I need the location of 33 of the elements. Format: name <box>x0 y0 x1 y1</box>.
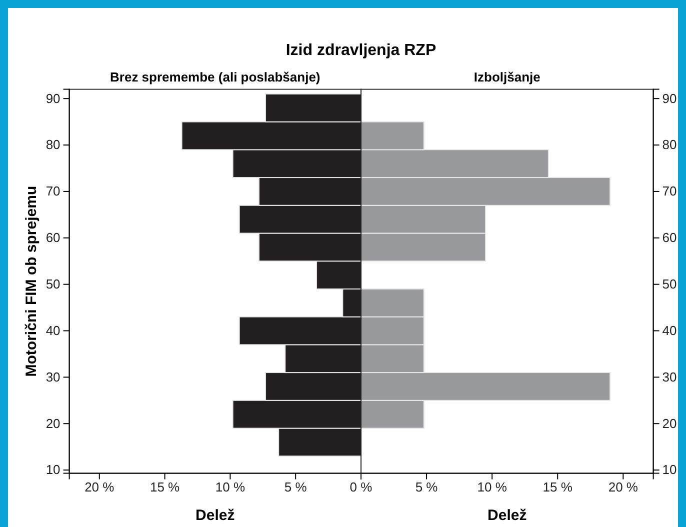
chart-subtitle: Brez spremembe (ali poslabšanje) <box>110 69 320 84</box>
x-tick-label: 15 % <box>542 480 573 495</box>
chart-subtitle: Izboljšanje <box>474 69 540 84</box>
x-tick-label: 5 % <box>415 480 438 495</box>
y-tick-label: 50 <box>46 276 60 292</box>
y-tick-label: 30 <box>662 369 677 384</box>
y-axis-title: Motorični FIM ob sprejemu <box>23 186 40 377</box>
y-tick-label: 60 <box>46 230 60 246</box>
y-tick-label: 60 <box>662 230 677 246</box>
x-axis-title: Delež <box>488 507 527 524</box>
y-tick-label: 50 <box>662 276 677 292</box>
x-axis-title: Delež <box>196 507 235 524</box>
x-tick-label: 0 % <box>350 480 373 495</box>
y-tick-label: 30 <box>46 369 60 384</box>
y-tick-label: 90 <box>662 90 677 106</box>
y-tick-label: 70 <box>662 184 677 199</box>
y-tick-label: 80 <box>662 137 677 152</box>
y-tick-label: 20 <box>662 416 677 431</box>
x-tick-label: 10 % <box>477 480 508 495</box>
y-tick-label: 10 <box>662 462 677 478</box>
x-tick-label: 5 % <box>284 480 308 495</box>
x-tick-label: 15 % <box>150 480 180 495</box>
y-tick-label: 40 <box>46 322 60 338</box>
y-tick-label: 40 <box>662 322 677 338</box>
y-tick-label: 90 <box>46 90 60 106</box>
x-tick-label: 10 % <box>215 480 246 495</box>
x-tick-label: 20 % <box>84 480 115 495</box>
chart-title: Izid zdravljenja RZP <box>286 42 436 59</box>
x-tick-label: 20 % <box>608 480 638 495</box>
y-tick-label: 70 <box>46 184 60 199</box>
y-tick-label: 10 <box>46 462 60 478</box>
y-tick-label: 80 <box>46 137 60 152</box>
y-tick-label: 20 <box>46 416 60 431</box>
